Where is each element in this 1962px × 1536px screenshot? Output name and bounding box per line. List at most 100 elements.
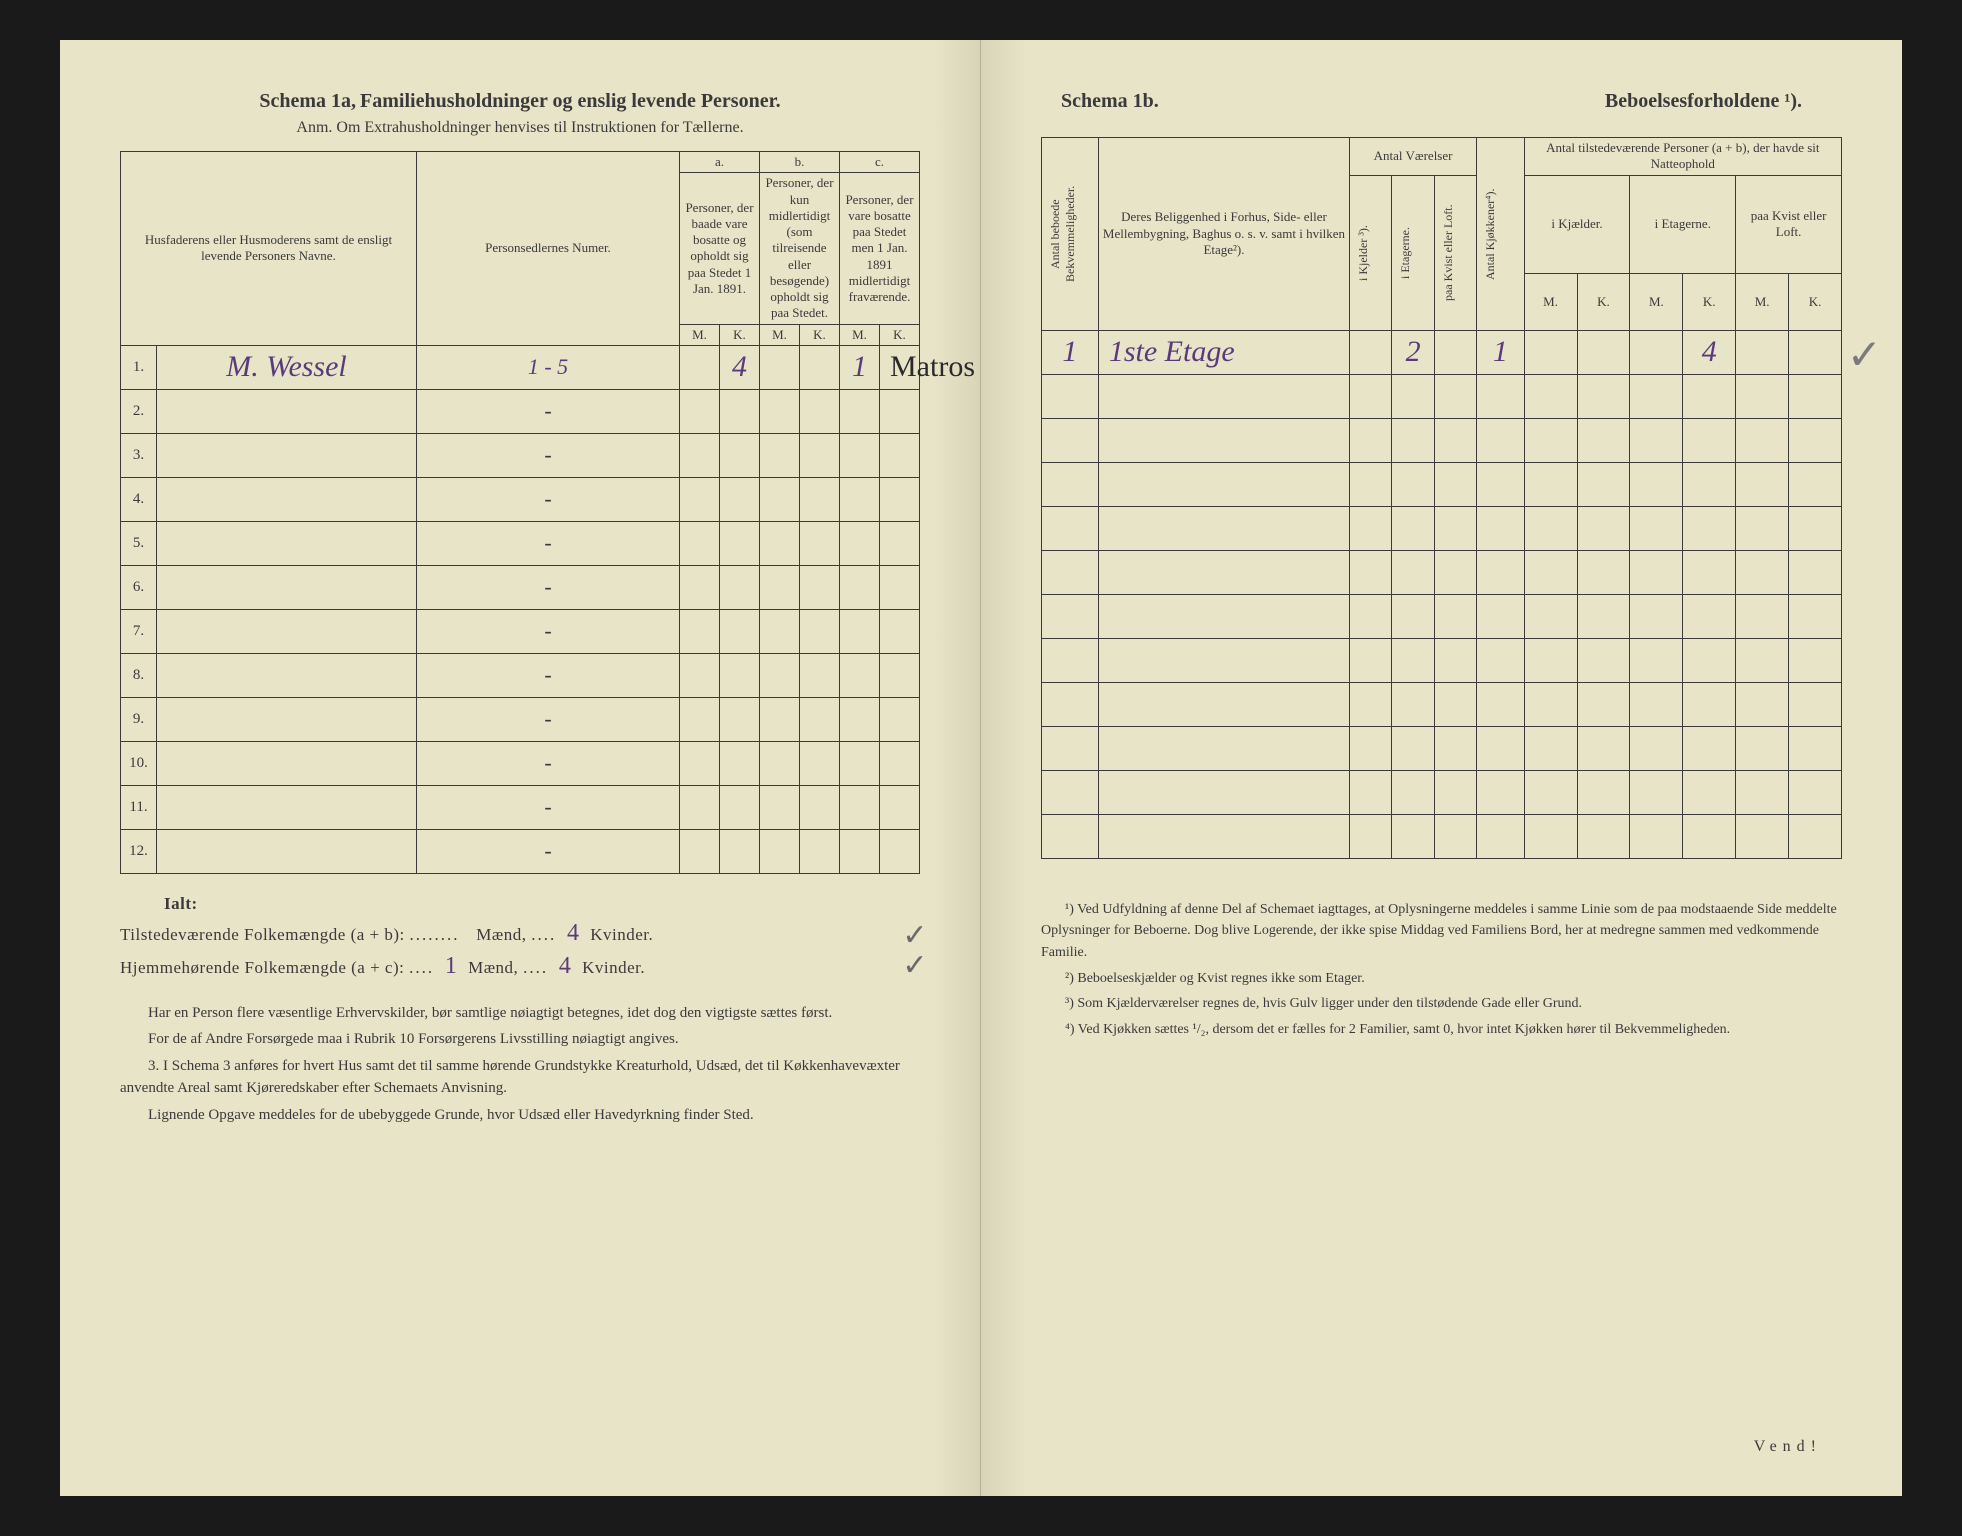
c-k [880, 697, 920, 741]
c1 [1042, 726, 1099, 770]
c2 [1098, 814, 1349, 858]
b-m [760, 345, 800, 389]
table-row [1042, 770, 1842, 814]
p1m [1524, 462, 1577, 506]
p3k [1789, 418, 1842, 462]
dots: .... [409, 958, 434, 977]
header-group-a: a. [680, 152, 760, 173]
v3 [1434, 594, 1476, 638]
footnote-3: ³) Som Kjælderværelser regnes de, hvis G… [1041, 993, 1842, 1015]
table-row: 9.- [121, 697, 920, 741]
header-p2-m: M. [1630, 274, 1683, 330]
table-row [1042, 418, 1842, 462]
numer-cell: - [417, 697, 680, 741]
b-m [760, 741, 800, 785]
right-title-row: Schema 1b. Beboelsesforholdene ¹). [1041, 90, 1842, 123]
schema-1b-title: Beboelsesforholdene ¹). [1605, 90, 1802, 113]
kj [1477, 418, 1525, 462]
v2 [1392, 550, 1434, 594]
numer-cell: - [417, 433, 680, 477]
p1k [1577, 550, 1630, 594]
header-b-k: K. [800, 324, 840, 345]
p1m [1524, 638, 1577, 682]
p2m [1630, 374, 1683, 418]
header-kjokkener: Antal Kjøkkener⁴). [1481, 159, 1500, 309]
header-beliggenhed: Deres Beliggenhed i Forhus, Side- eller … [1098, 138, 1349, 331]
b-k [800, 433, 840, 477]
p3m [1736, 462, 1789, 506]
summary-line-1: Tilstedeværende Folkemængde (a + b): ...… [120, 920, 920, 947]
summary2-kvinder: Kvinder. [582, 958, 645, 977]
book-spread: Schema 1a, Familiehusholdninger og ensli… [60, 40, 1902, 1496]
a-m [680, 785, 720, 829]
c1 [1042, 814, 1099, 858]
b-m [760, 829, 800, 873]
a-m [680, 521, 720, 565]
a-k [720, 477, 760, 521]
summary2-maend: Mænd, [468, 958, 518, 977]
a-m [680, 433, 720, 477]
header-v-kvist: paa Kvist eller Loft. [1439, 178, 1458, 328]
p1k [1577, 330, 1630, 374]
header-p2-k: K. [1683, 274, 1736, 330]
a-k [720, 521, 760, 565]
b-m [760, 477, 800, 521]
c2 [1098, 462, 1349, 506]
v2 [1392, 462, 1434, 506]
a-k: 4 [720, 345, 760, 389]
table-row: 11.- [121, 785, 920, 829]
p3m [1736, 506, 1789, 550]
p2m [1630, 726, 1683, 770]
summary2-m: 1 [439, 953, 464, 979]
c-m [840, 477, 880, 521]
summary2-k: 4 [553, 953, 578, 979]
p1m [1524, 506, 1577, 550]
a-k [720, 829, 760, 873]
side-check-mark: ✓ [1847, 330, 1882, 380]
left-notes: Har en Person flere væsentlige Erhvervsk… [120, 1002, 920, 1127]
p1k [1577, 814, 1630, 858]
p1m [1524, 682, 1577, 726]
c1 [1042, 594, 1099, 638]
v1 [1350, 330, 1392, 374]
p3m [1736, 726, 1789, 770]
c1 [1042, 418, 1099, 462]
p2k [1683, 506, 1736, 550]
p2k [1683, 418, 1736, 462]
header-p3-k: K. [1789, 274, 1842, 330]
row-num: 11. [121, 785, 157, 829]
c2 [1098, 506, 1349, 550]
b-k [800, 565, 840, 609]
schema-1b-table: Antal beboede Bekvemmeligheder. Deres Be… [1041, 137, 1842, 859]
v2: 2 [1392, 330, 1434, 374]
c1 [1042, 770, 1099, 814]
header-b-text: Personer, der kun midlertidigt (som tilr… [760, 173, 840, 324]
b-k [800, 829, 840, 873]
c2 [1098, 726, 1349, 770]
dots: ........ [410, 925, 460, 944]
v3 [1434, 418, 1476, 462]
p1m [1524, 550, 1577, 594]
summary1-m [464, 920, 476, 946]
v3 [1434, 814, 1476, 858]
a-m [680, 389, 720, 433]
v2 [1392, 638, 1434, 682]
c-k [880, 477, 920, 521]
c-m [840, 433, 880, 477]
p2k [1683, 594, 1736, 638]
row-num: 4. [121, 477, 157, 521]
p1m [1524, 814, 1577, 858]
p3k [1789, 814, 1842, 858]
v3 [1434, 374, 1476, 418]
row-num: 7. [121, 609, 157, 653]
c-k [880, 565, 920, 609]
c-k [880, 433, 920, 477]
c2 [1098, 594, 1349, 638]
v1 [1350, 506, 1392, 550]
schema-1a-subtitle: Anm. Om Extrahusholdninger henvises til … [120, 119, 920, 137]
header-bekvem: Antal beboede Bekvemmeligheder. [1046, 159, 1080, 309]
p1k [1577, 594, 1630, 638]
v3 [1434, 638, 1476, 682]
p2k [1683, 682, 1736, 726]
p2m [1630, 550, 1683, 594]
